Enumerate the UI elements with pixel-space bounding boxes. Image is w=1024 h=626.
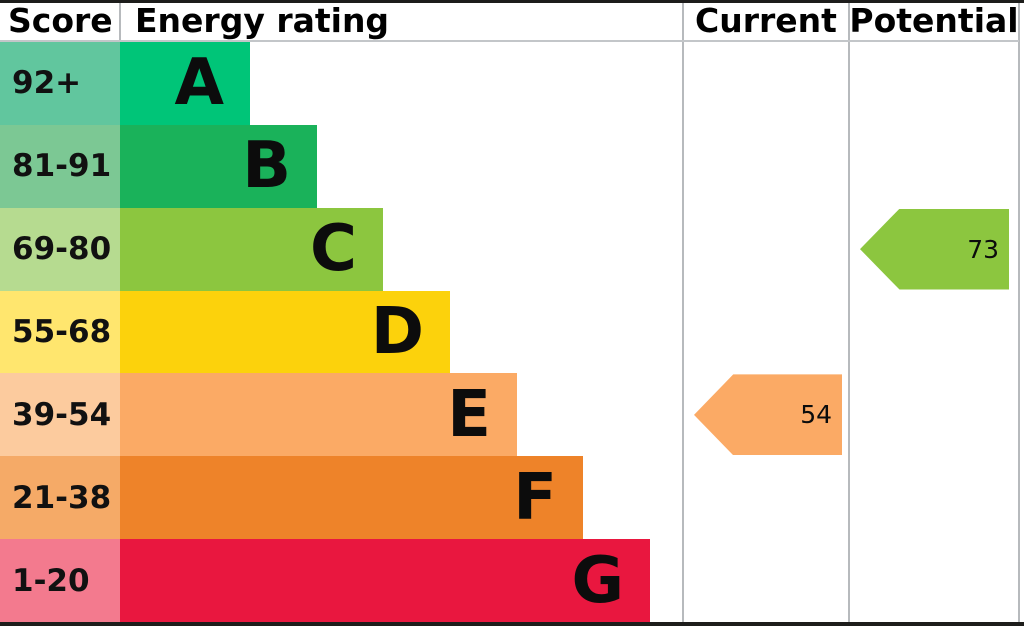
- score-range-d: 55-68: [0, 290, 120, 374]
- rating-bar-b: B: [120, 124, 317, 208]
- band-row-g: 1-20 G: [0, 539, 1024, 623]
- border-top: [0, 0, 1024, 3]
- score-range-g: 1-20: [0, 539, 120, 623]
- header-score-label: Score: [8, 0, 113, 40]
- rating-letter-d: D: [370, 295, 424, 369]
- band-row-a: 92+ A: [0, 42, 1024, 125]
- rating-letter-c: C: [310, 212, 357, 287]
- header-current-label: Current: [695, 0, 837, 40]
- potential-rating-value: 73: [967, 234, 999, 264]
- divider-right-edge: [1018, 0, 1020, 626]
- rating-bar-a: A: [120, 42, 250, 125]
- band-row-f: 21-38 F: [0, 456, 1024, 540]
- band-row-d: 55-68 D: [0, 290, 1024, 374]
- score-range-f: 21-38: [0, 456, 120, 540]
- band-row-c: 69-80 C: [0, 207, 1024, 291]
- current-rating-value: 54: [800, 400, 832, 430]
- rating-bar-e: E: [120, 373, 517, 457]
- score-range-b: 81-91: [0, 124, 120, 208]
- rating-bar-d: D: [120, 290, 450, 374]
- rating-letter-f: F: [513, 460, 557, 535]
- score-range-c: 69-80: [0, 207, 120, 291]
- divider-score-column: [119, 0, 121, 40]
- divider-header-bottom: [0, 40, 1019, 42]
- rating-letter-e: E: [447, 377, 491, 452]
- rating-bar-f: F: [120, 456, 583, 540]
- score-range-e: 39-54: [0, 373, 120, 457]
- chart-header: Score Energy rating Current Potential: [0, 0, 1024, 40]
- band-row-e: 39-54 E: [0, 373, 1024, 457]
- rating-letter-g: G: [571, 543, 624, 618]
- band-row-b: 81-91 B: [0, 124, 1024, 208]
- rating-letter-a: A: [174, 46, 224, 121]
- score-range-a: 92+: [0, 42, 120, 125]
- divider-potential-column: [848, 0, 850, 626]
- border-bottom: [0, 622, 1024, 626]
- band-rows: 92+ A 81-91 B 69-80 C 55-68 D 39-54 E 21-38 F 1-20 G: [0, 42, 1024, 623]
- header-energy-rating-label: Energy rating: [135, 0, 390, 40]
- rating-letter-b: B: [242, 129, 291, 204]
- rating-bar-g: G: [120, 539, 650, 623]
- divider-current-column: [682, 0, 684, 626]
- header-potential-label: Potential: [849, 0, 1019, 40]
- rating-bar-c: C: [120, 207, 383, 291]
